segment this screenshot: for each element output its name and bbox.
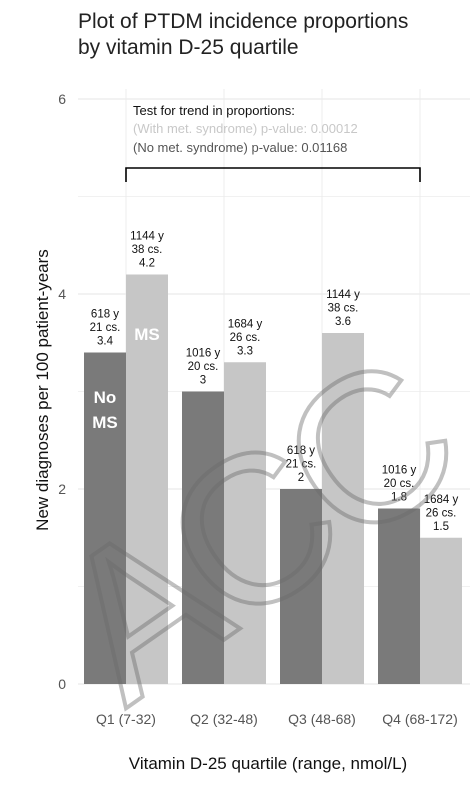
bar-data-label: 3: [200, 375, 206, 387]
bar-data-label: 21 cs.: [90, 322, 121, 334]
x-tick-label: Q1 (7-32): [96, 711, 156, 727]
bar-data-label: 1684 y: [228, 318, 263, 330]
bar-data-label: 1684 y: [424, 494, 459, 506]
bar-data-label: 20 cs.: [384, 478, 415, 490]
bar-data-label: 20 cs.: [188, 361, 219, 373]
bar-data-label: 3.4: [97, 336, 114, 348]
annotation-line: (No met. syndrome) p-value: 0.01168: [133, 140, 347, 155]
bar-ms-q2: [224, 362, 266, 684]
bar-no-ms-q4: [378, 508, 420, 684]
bar-data-label: 618 y: [91, 309, 119, 321]
bar-no-ms-q2: [182, 391, 224, 684]
bar-data-label: 1144 y: [130, 231, 164, 243]
bar-ms-q3: [322, 333, 364, 684]
y-axis-title: New diagnoses per 100 patient-years: [33, 249, 52, 531]
x-tick-label: Q4 (68-172): [382, 711, 457, 727]
bar-no-ms-q3: [280, 489, 322, 684]
series-label-no-ms: No: [94, 388, 117, 407]
bar-data-label: 1016 y: [186, 348, 221, 360]
series-label-ms: MS: [134, 325, 160, 344]
trend-annotation: Test for trend in proportions: (With met.…: [125, 103, 421, 182]
bar-data-label: 38 cs.: [328, 303, 359, 315]
y-tick-label: 0: [58, 676, 66, 692]
bar-data-label: 1.8: [391, 492, 407, 504]
x-axis-title: Vitamin D-25 quartile (range, nmol/L): [129, 754, 407, 773]
y-tick-label: 2: [58, 481, 66, 497]
x-tick-label: Q2 (32-48): [190, 711, 258, 727]
annotation-heading: Test for trend in proportions:: [133, 103, 295, 118]
bar-ms-q1: [126, 274, 168, 684]
chart-title-line-1: Plot of PTDM incidence proportions: [78, 10, 408, 33]
chart-title-line-2: by vitamin D-25 quartile: [78, 36, 299, 59]
bar-data-label: 38 cs.: [132, 244, 163, 256]
bar-data-label: 3.3: [237, 345, 253, 357]
y-axis-ticks: 0 2 4 6: [58, 91, 66, 692]
bar-data-label: 26 cs.: [230, 332, 261, 344]
bar-ms-q4: [420, 537, 462, 684]
y-tick-label: 4: [58, 286, 66, 302]
bar-data-label: 21 cs.: [286, 459, 317, 471]
bar-data-label: 1016 y: [382, 465, 417, 477]
bar-data-label: 1.5: [433, 521, 449, 533]
x-axis-ticks: Q1 (7-32) Q2 (32-48) Q3 (48-68) Q4 (68-172): [96, 711, 458, 727]
bar-data-label: 26 cs.: [426, 507, 457, 519]
bar-data-label: 4.2: [139, 258, 155, 270]
bars: [84, 274, 462, 684]
bar-data-label: 618 y: [287, 445, 315, 457]
bar-data-label: 2: [298, 472, 304, 484]
x-tick-label: Q3 (48-68): [288, 711, 356, 727]
bar-no-ms-q1: [84, 352, 126, 684]
bar-data-label: 1144 y: [326, 289, 360, 301]
annotation-line: (With met. syndrome) p-value: 0.00012: [133, 121, 358, 136]
bar-data-label: 3.6: [335, 316, 351, 328]
y-tick-label: 6: [58, 91, 66, 107]
series-label-no-ms: MS: [92, 413, 118, 432]
trend-bracket: [125, 167, 421, 182]
